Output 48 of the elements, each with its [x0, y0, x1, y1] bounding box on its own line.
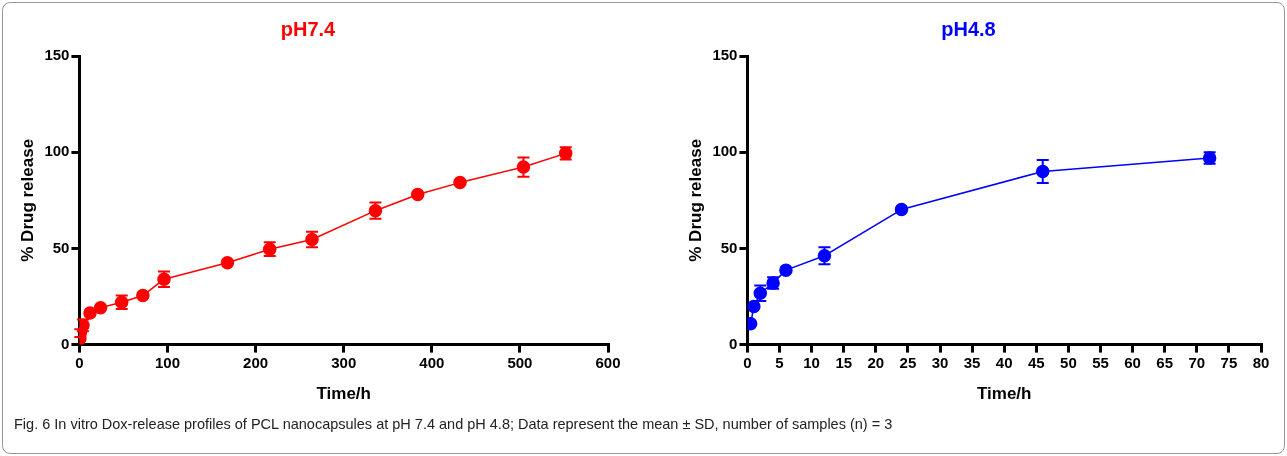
x-tick-label: 25 — [899, 353, 917, 371]
x-tick-label: 35 — [963, 353, 981, 371]
y-tick-label: 50 — [52, 238, 70, 256]
x-tick-label: 0 — [743, 353, 752, 371]
x-tick-label: 600 — [595, 353, 621, 371]
point — [779, 263, 793, 277]
x-axis-title: Time/h — [316, 384, 371, 404]
x-tick-label: 50 — [1060, 353, 1077, 371]
point — [220, 256, 235, 270]
x-axis-title: Time/h — [976, 384, 1032, 404]
point — [747, 299, 761, 314]
x-tick-label: 55 — [1092, 353, 1109, 371]
x-tick-label: 70 — [1188, 353, 1206, 371]
point — [410, 187, 425, 202]
x-tick-label: 45 — [1027, 353, 1045, 371]
y-tick-label: 0 — [61, 334, 70, 352]
y-tick-label: 150 — [44, 46, 70, 64]
y-tick-label: 0 — [729, 334, 738, 352]
y-axis-title: % Drug release — [685, 138, 705, 262]
x-tick-label: 15 — [835, 353, 853, 371]
chart-title: pH4.8 — [941, 17, 996, 40]
x-tick-label: 200 — [243, 353, 269, 371]
x-tick-label: 75 — [1220, 353, 1238, 371]
chart-title: pH7.4 — [280, 17, 337, 40]
point — [894, 202, 909, 217]
y-tick-label: 100 — [712, 142, 738, 160]
x-tick-label: 0 — [75, 353, 84, 371]
x-tick-label: 40 — [995, 353, 1013, 371]
point — [453, 175, 467, 190]
x-tick-label: 20 — [867, 353, 885, 371]
x-tick-label: 100 — [155, 353, 181, 371]
y-tick-label: 150 — [712, 46, 738, 64]
x-tick-label: 10 — [803, 353, 820, 371]
point — [136, 288, 150, 303]
x-tick-label: 65 — [1156, 353, 1174, 371]
x-tick-label: 30 — [931, 353, 949, 371]
x-tick-label: 500 — [507, 353, 533, 371]
y-axis-title: % Drug release — [17, 138, 37, 262]
x-tick-label: 5 — [775, 353, 784, 371]
x-tick-label: 300 — [331, 353, 357, 371]
point — [83, 306, 97, 320]
x-tick-label: 80 — [1252, 353, 1270, 371]
x-tick-label: 400 — [419, 353, 445, 371]
y-tick-label: 50 — [720, 238, 738, 256]
y-tick-label: 100 — [44, 142, 70, 160]
caption: Fig. 6 In vitro Dox-release profiles of PCL nanocapsules at pH 7.4 and pH 4.8; Data represent the mean ± SD, number of samples (n) = 3 — [14, 416, 893, 432]
point — [93, 300, 108, 315]
x-tick-label: 60 — [1124, 353, 1141, 371]
